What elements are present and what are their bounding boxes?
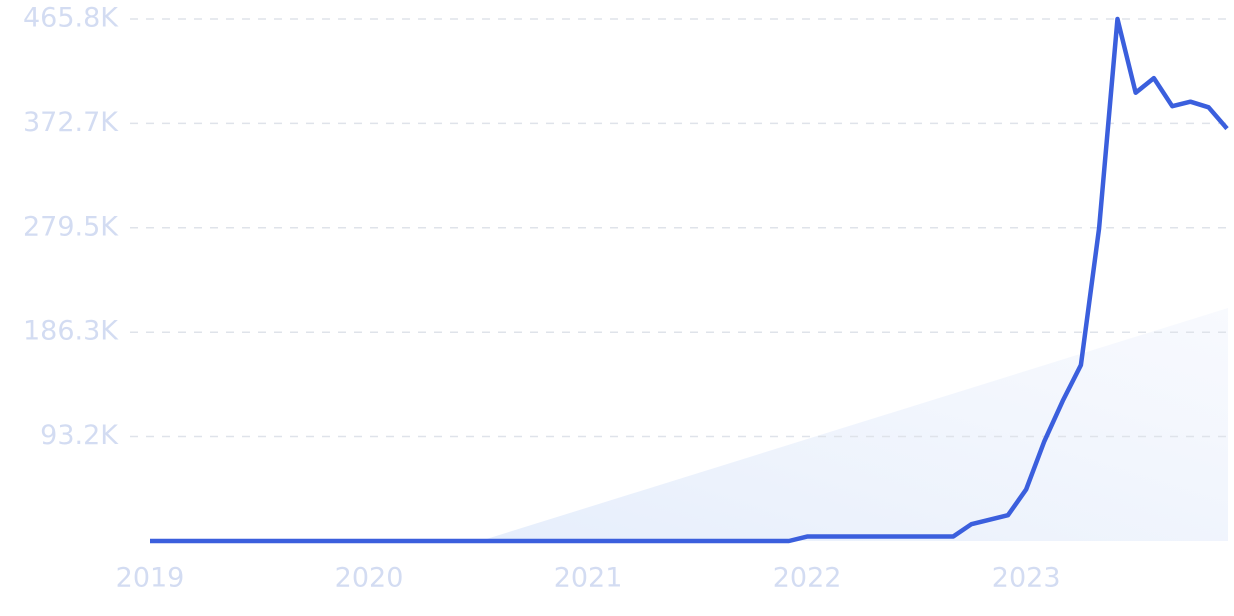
y-tick-label: 186.3K	[23, 316, 119, 347]
y-tick-label: 279.5K	[23, 211, 119, 242]
x-tick-label: 2020	[335, 563, 404, 594]
x-tick-label: 2022	[773, 563, 842, 594]
x-tick-label: 2021	[554, 563, 623, 594]
y-tick-label: 93.2K	[40, 420, 119, 451]
x-tick-label: 2019	[116, 563, 185, 594]
trend-area	[480, 308, 1228, 541]
y-tick-label: 372.7K	[23, 107, 119, 138]
y-tick-label: 465.8K	[23, 3, 119, 34]
line	[150, 16, 1229, 544]
x-tick-label: 2023	[992, 563, 1061, 594]
